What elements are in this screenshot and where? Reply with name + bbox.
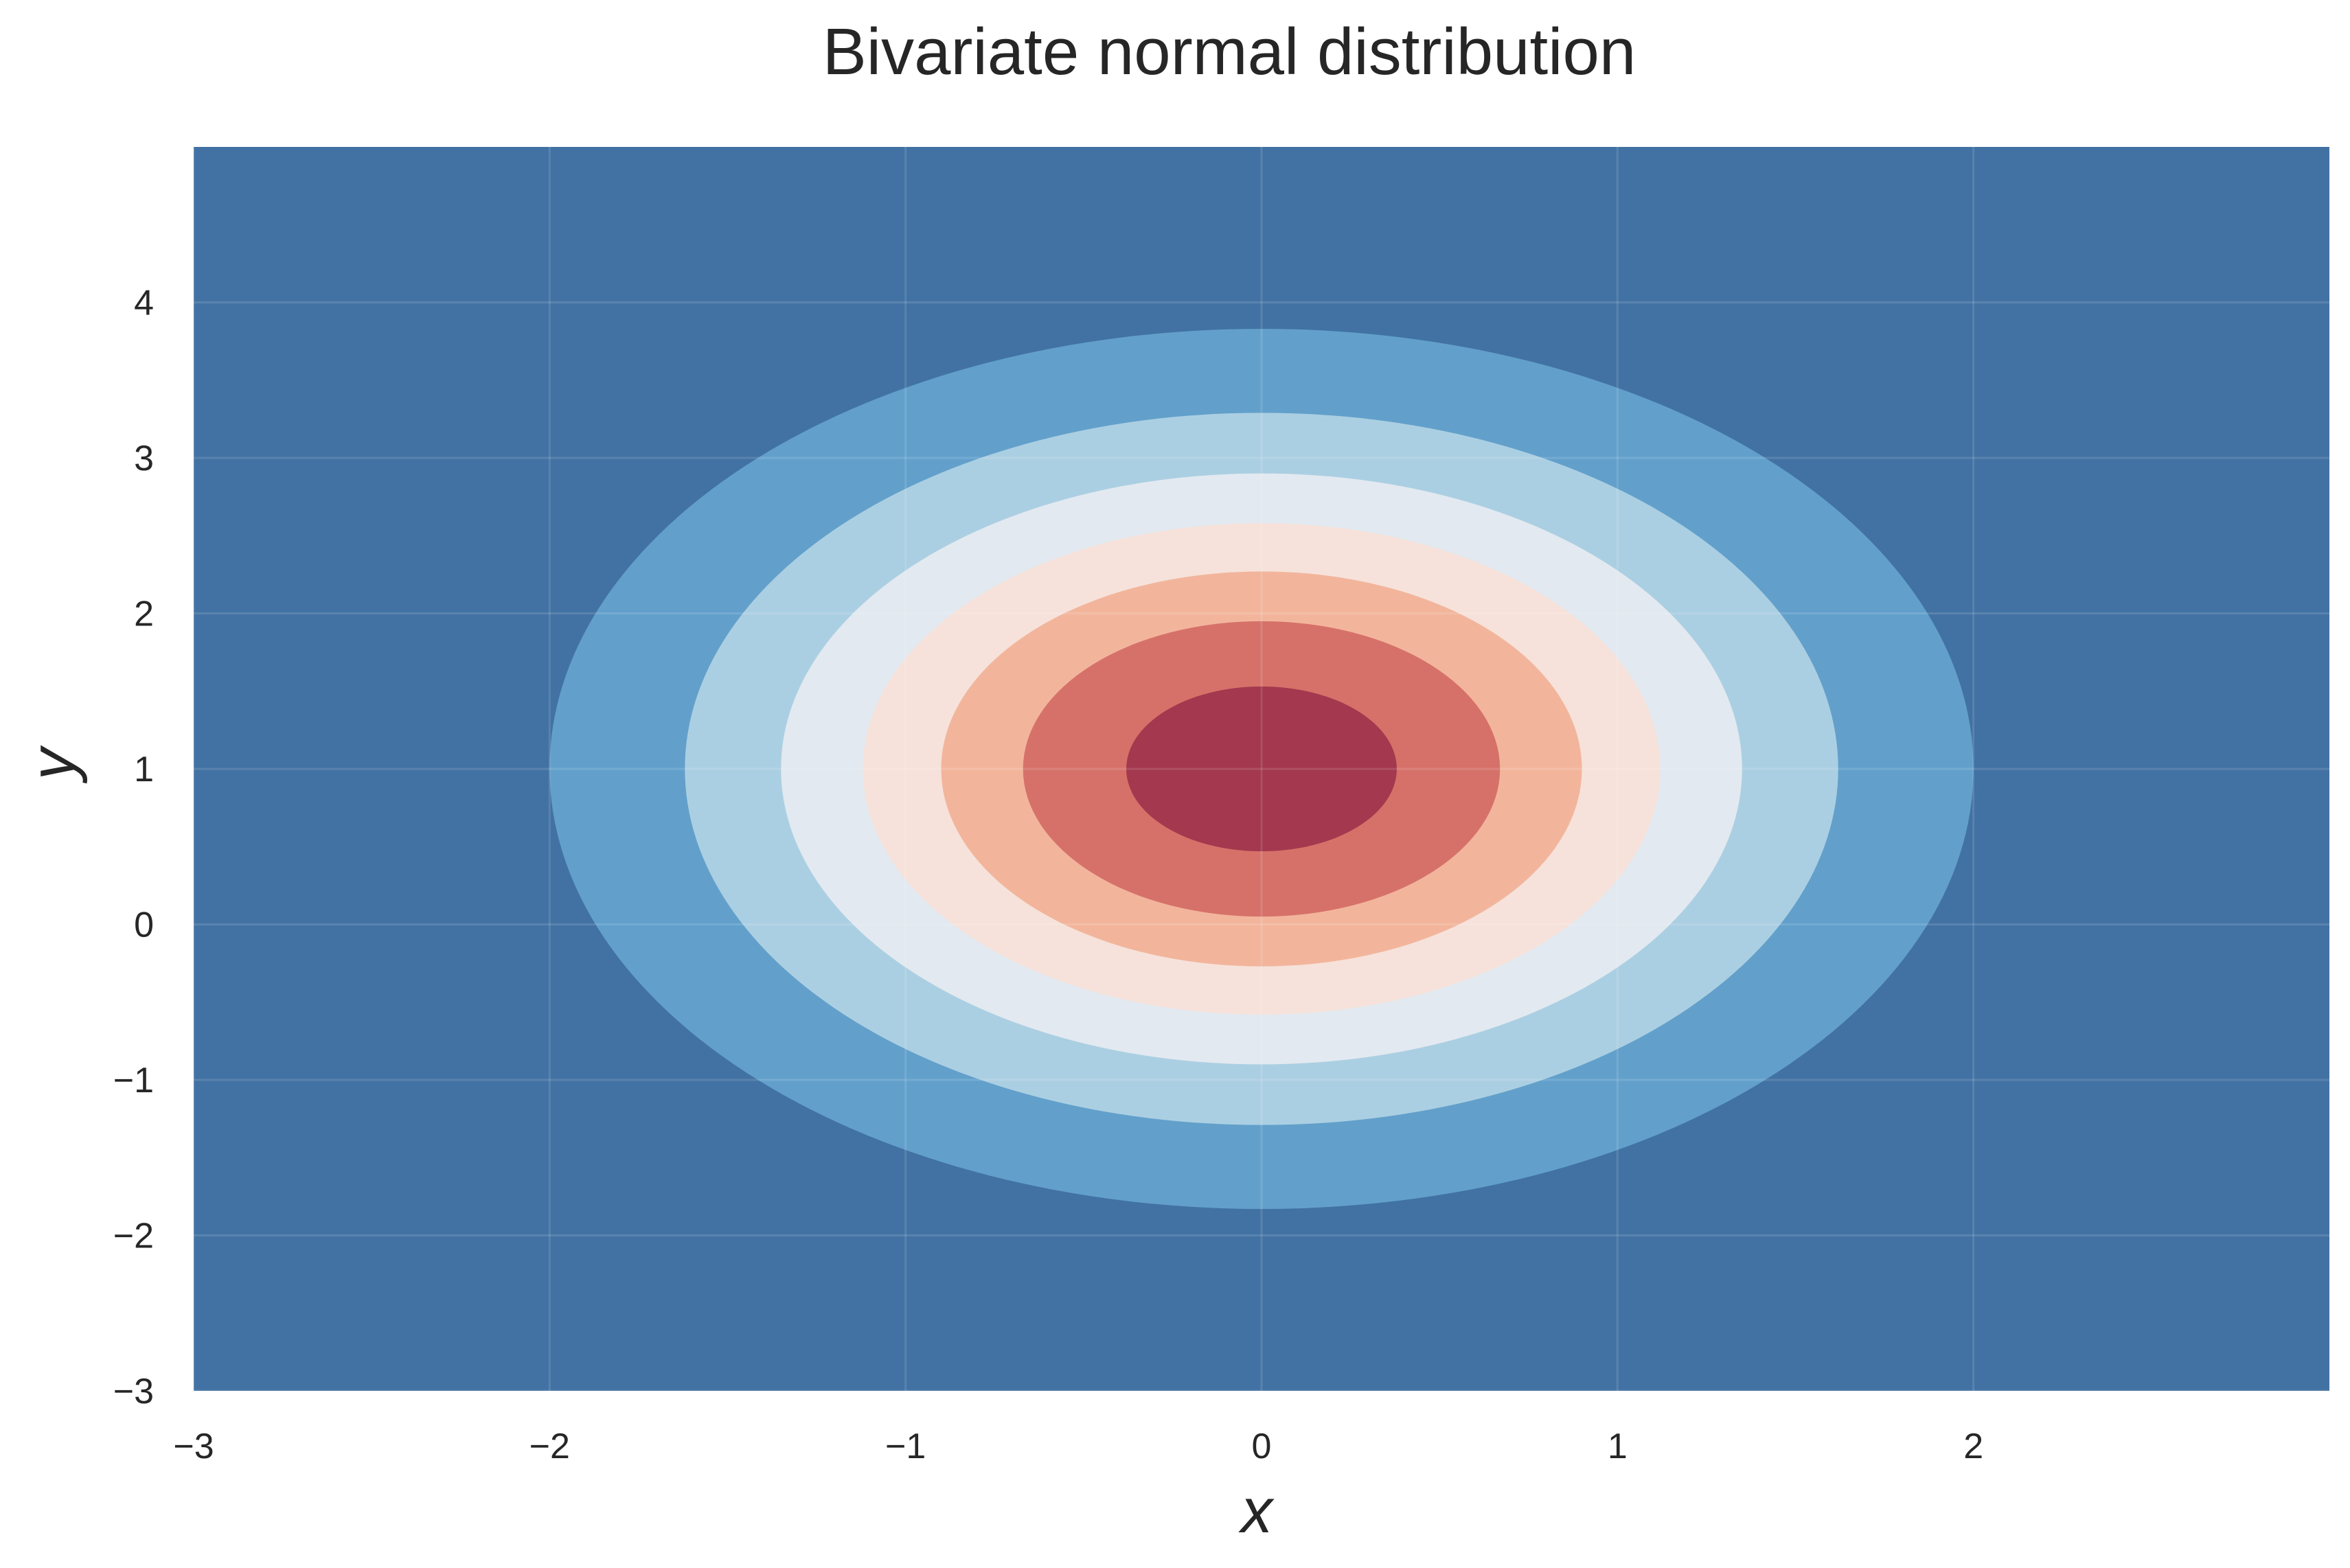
contour-band-7 xyxy=(1126,686,1397,852)
y-tick-label: −2 xyxy=(113,1217,154,1256)
contour-layer xyxy=(549,329,1974,1209)
x-tick-label: 1 xyxy=(1608,1427,1628,1466)
x-tick-label: −2 xyxy=(529,1427,570,1466)
y-tick-label: −3 xyxy=(113,1372,154,1411)
y-tick-label: 0 xyxy=(134,906,154,945)
y-axis-ticks: −3 −2 −1 0 1 2 3 4 xyxy=(113,284,154,1412)
y-tick-label: 4 xyxy=(134,284,154,323)
x-tick-label: −3 xyxy=(173,1427,214,1466)
chart-title: Bivariate normal distribution xyxy=(823,15,1636,89)
y-tick-label: 2 xyxy=(134,595,154,634)
y-tick-label: −1 xyxy=(113,1061,154,1100)
y-axis-label: y xyxy=(18,745,88,784)
grid-layer xyxy=(192,147,2329,1392)
x-tick-label: 0 xyxy=(1252,1427,1272,1466)
x-axis-ticks: −3 −2 −1 0 1 2 xyxy=(173,1427,1983,1466)
x-axis-label: x xyxy=(1238,1476,1275,1546)
x-tick-label: 2 xyxy=(1963,1427,1983,1466)
y-tick-label: 3 xyxy=(134,439,154,479)
x-tick-label: −1 xyxy=(885,1427,926,1466)
y-tick-label: 1 xyxy=(134,750,154,789)
